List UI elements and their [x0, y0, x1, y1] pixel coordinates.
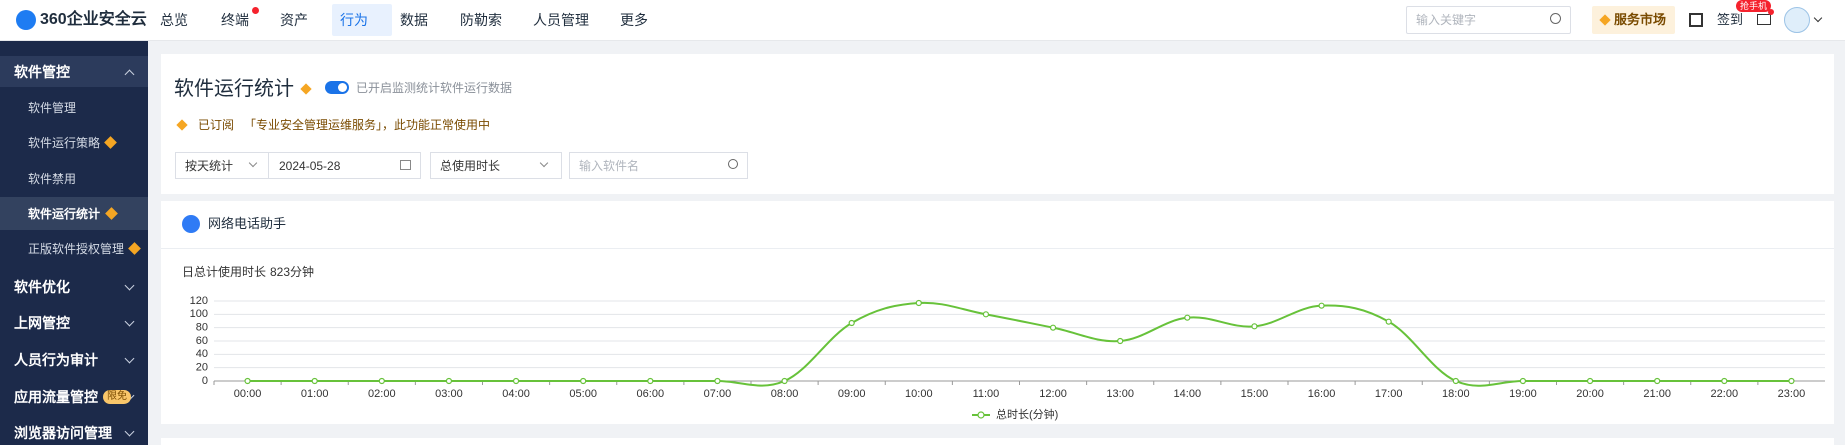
avatar[interactable] [1784, 7, 1810, 33]
sign-in[interactable]: 签到 [1717, 12, 1744, 27]
apps-icon[interactable] [1689, 13, 1703, 27]
nav-item[interactable]: 数据 [400, 12, 428, 28]
subscription-text: ，此功能正常使用中 [382, 118, 491, 132]
sign-badge: 抢手机 [1736, 0, 1772, 12]
item-active-bg [0, 196, 148, 230]
search-placeholder: 输入关键字 [1416, 13, 1477, 27]
page-title: 软件运行统计 [174, 78, 294, 100]
sidebar-group[interactable]: 应用流量管控 [14, 388, 98, 405]
metric-text: 总使用时长 [440, 159, 501, 173]
nav-item[interactable]: 防勒索 [460, 12, 502, 28]
sidebar-group[interactable]: 上网管控 [14, 315, 70, 332]
summary-value: 823分钟 [270, 265, 315, 279]
mail-dot [1768, 9, 1774, 15]
toggle-knob [338, 83, 347, 92]
date-text: 2024-05-28 [279, 159, 341, 173]
panel-next [161, 438, 1834, 445]
summary-label: 日总计使用时长 [182, 265, 267, 279]
chart-title: 网络电话助手 [208, 216, 287, 231]
nav-item[interactable]: 终端 [221, 12, 249, 28]
nav-item[interactable]: 更多 [620, 12, 648, 28]
sidebar-item[interactable]: 软件管理 [28, 101, 77, 115]
subscription-text: 已订阅 [198, 118, 235, 132]
sidebar-group[interactable]: 软件优化 [14, 278, 70, 295]
nav-item[interactable]: 资产 [280, 12, 308, 28]
calendar-icon [400, 160, 411, 170]
sidebar-item[interactable]: 软件禁用 [28, 171, 77, 186]
sidebar [0, 41, 148, 445]
search-icon [728, 159, 738, 169]
badge: 限免 [103, 389, 131, 404]
search-icon [1550, 13, 1561, 24]
search-box[interactable] [1406, 6, 1571, 34]
software-placeholder: 输入软件名 [579, 159, 640, 173]
mail-icon[interactable] [1757, 14, 1771, 25]
mode-text: 按天统计 [185, 159, 234, 173]
nav-active-bg [332, 4, 392, 36]
subscription: 已订阅 「专业安全管理运维服务」，此功能正常使用中 [198, 117, 490, 133]
logo-icon [16, 10, 36, 30]
mode-select[interactable] [175, 152, 269, 179]
nav-item[interactable]: 总览 [160, 12, 188, 28]
nav-item[interactable]: 人员管理 [533, 12, 589, 28]
divider [161, 248, 1834, 249]
sidebar-group[interactable]: 软件管控 [14, 64, 70, 80]
software-input[interactable] [569, 152, 748, 179]
notice-dot [252, 7, 259, 14]
sidebar-item[interactable]: 正版软件授权管理 [28, 242, 125, 257]
subscription-text: 「专业安全管理运维服务」 [244, 118, 383, 132]
sidebar-group[interactable]: 浏览器访问管理 [14, 425, 112, 442]
logo-text: 360企业安全云 [40, 11, 147, 28]
panel-chart [161, 201, 1834, 424]
sidebar-group[interactable]: 人员行为审计 [14, 351, 98, 368]
market-text: 服务市场 [1614, 12, 1667, 27]
toggle-text: 已开启监测统计软件运行数据 [356, 81, 513, 95]
app-icon [182, 215, 200, 233]
date-picker[interactable] [268, 152, 421, 179]
group-active-bg [0, 56, 148, 87]
sidebar-item[interactable]: 软件运行策略 [28, 136, 101, 151]
metric-select[interactable] [430, 152, 562, 179]
sidebar-item[interactable]: 软件运行统计 [28, 206, 101, 221]
nav-item[interactable]: 行为 [340, 12, 368, 28]
